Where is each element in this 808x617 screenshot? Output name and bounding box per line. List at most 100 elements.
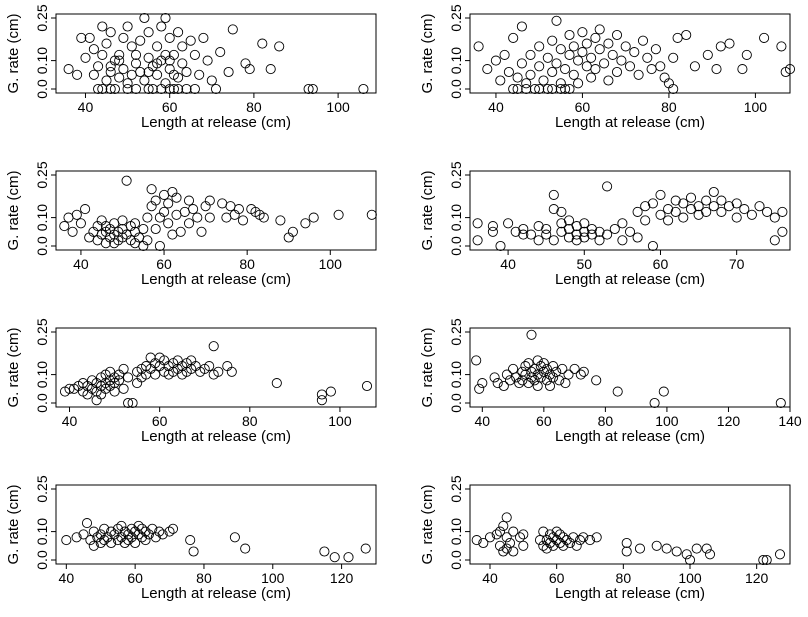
x-tick-label: 60 [152,413,168,429]
data-point [63,212,74,223]
plot-frame [55,327,377,408]
data-point [670,195,681,206]
data-point [109,529,120,540]
data-point [116,520,127,531]
data-point [535,361,546,372]
data-point [117,215,128,226]
y-tick-label: 0.25 [34,318,50,345]
data-point [551,15,562,26]
data-point [762,206,773,217]
data-point [548,204,559,215]
data-point [157,529,168,540]
data-point [136,532,148,543]
data-point [333,209,344,220]
data-point [525,69,536,80]
data-point [204,361,215,372]
y-tick-label: 0.0 [448,79,464,99]
data-point [681,549,692,560]
x-tick-label: 60 [127,570,143,586]
data-point [140,535,151,546]
data-point [532,380,543,392]
data-point [71,532,82,543]
data-point [114,375,125,386]
data-point [560,83,571,95]
data-point [72,69,83,80]
data-point [274,41,285,52]
y-tick-label: 0.0 [448,393,464,413]
data-point [532,355,543,366]
data-point [171,209,182,220]
data-point [769,212,780,223]
data-point [163,198,174,209]
data-point [129,238,141,249]
data-point [581,38,592,49]
data-point [126,532,137,543]
y-tick-label: 0.10 [34,204,50,231]
data-point [109,83,120,95]
data-point [121,175,132,186]
y-tick-label: 0.25 [34,475,50,502]
data-point [563,369,574,380]
y-tick-label: 0.10 [448,204,464,231]
data-point [97,21,108,32]
x-axis-title: Length at release (cm) [555,114,705,131]
data-point [508,363,519,374]
data-point [139,12,150,24]
data-point [611,29,623,41]
data-point [76,32,87,43]
data-point [602,229,613,240]
data-point [168,83,179,95]
data-point [152,69,163,80]
data-point [142,235,153,246]
data-point [521,78,532,89]
data-point [651,540,662,551]
plot-frame [55,484,377,565]
data-point [678,198,689,209]
data-point [708,186,719,198]
data-point [482,64,493,75]
data-point [105,27,116,38]
data-point [599,58,610,69]
data-point [223,66,234,78]
x-tick-label: 60 [549,570,565,586]
data-point [541,223,552,235]
data-point [525,49,536,60]
data-point [731,198,742,209]
data-point [258,212,269,223]
data-point [100,221,111,232]
data-point [724,38,735,49]
data-point [237,215,249,226]
data-point [91,395,102,406]
y-axis-title: G. rate (cm) [5,484,22,564]
data-point [59,221,70,232]
data-point [594,226,605,237]
data-point [343,552,354,563]
data-point [78,529,89,540]
data-point [244,64,255,75]
data-point [777,206,788,217]
data-point [541,363,552,374]
x-tick-label: 80 [246,99,262,115]
data-point [501,543,512,554]
data-point [271,378,282,389]
data-point [142,212,153,223]
data-point [84,32,95,43]
data-point [646,64,657,75]
data-point [192,212,203,223]
y-axis-title: G. rate (cm) [419,484,436,564]
data-point [150,369,161,380]
data-point [661,543,672,554]
data-point [257,38,268,49]
data-point [658,386,669,397]
x-tick-label: 50 [576,256,592,272]
data-point [529,83,540,95]
data-point [568,532,579,543]
data-point [221,212,232,223]
data-point [655,209,666,220]
data-point [508,546,519,557]
y-axis-title: G. rate (cm) [419,327,436,407]
data-point [329,552,340,563]
data-point [629,47,640,58]
data-point [177,58,188,69]
data-point [554,537,566,549]
